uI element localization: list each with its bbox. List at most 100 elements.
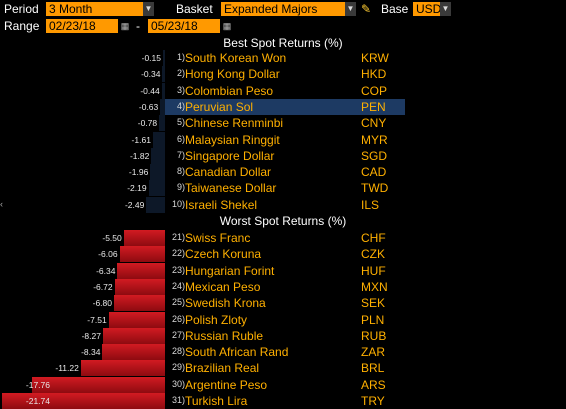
period-label: Period [4,2,39,16]
currency-name: Singapore Dollar [185,148,275,163]
return-value-label: -6.06 [98,249,118,260]
rank-label: 22) [171,248,185,259]
return-value-label: -17.76 [25,379,50,390]
currency-code: ZAR [361,345,385,360]
return-value-label: -0.34 [141,69,161,80]
basket-dropdown-icon[interactable]: ▼ [345,2,356,16]
currency-row-chf[interactable]: 21) Swiss Franc CHF [165,230,405,246]
return-bar-mxn [114,278,165,295]
rank-label: 31) [171,395,185,405]
rank-label: 3) [176,84,185,95]
currency-row-cop[interactable]: 3) Colombian Peso COP [165,83,405,99]
currency-code: SGD [361,148,388,163]
currency-row-twd[interactable]: 9) Taiwanese Dollar TWD [165,180,405,196]
range-end-input[interactable]: 05/23/18 [148,19,220,33]
best-returns-title: Best Spot Returns (%) [223,36,343,50]
rank-label: 9) [176,182,185,193]
edit-pencil-icon[interactable]: ✎ [361,2,372,16]
currency-name: Peruvian Sol [185,99,254,114]
return-bar-cny [159,115,165,132]
base-select[interactable]: USD [413,2,441,16]
currency-code: CAD [361,165,387,180]
range-start-input[interactable]: 02/23/18 [46,19,118,33]
currency-row-czk[interactable]: 22) Czech Koruna CZK [165,246,405,262]
range-end-calendar-icon[interactable]: ▦ [222,21,232,31]
return-bar-pln [108,311,165,328]
toolbar: Period 3 Month ▼ Basket Expanded Majors … [0,0,566,36]
rank-label: 26) [171,313,185,324]
base-dropdown-icon[interactable]: ▼ [440,2,451,16]
currency-name: Taiwanese Dollar [185,181,277,196]
currency-name: Malaysian Ringgit [185,132,280,147]
currency-row-rub[interactable]: 27) Russian Ruble RUB [165,328,405,344]
currency-row-pln[interactable]: 26) Polish Zloty PLN [165,312,405,328]
currency-row-brl[interactable]: 29) Brazilian Real BRL [165,360,405,376]
basket-label: Basket [176,2,213,16]
return-bar-rub [102,327,165,344]
currency-row-ils[interactable]: 10) Israeli Shekel ILS [165,197,405,213]
rank-label: 8) [176,166,185,177]
currency-row-sgd[interactable]: 7) Singapore Dollar SGD [165,148,405,164]
rank-label: 30) [171,378,185,389]
currency-name: Czech Koruna [185,247,262,262]
return-value-label: -7.51 [87,314,107,325]
currency-row-huf[interactable]: 23) Hungarian Forint HUF [165,263,405,279]
currency-row-hkd[interactable]: 2) Hong Kong Dollar HKD [165,66,405,82]
return-value-label: -0.44 [140,85,160,96]
rank-label: 1) [176,52,185,62]
currency-code: MXN [361,279,388,294]
return-bar-cop [161,82,165,99]
currency-row-pen[interactable]: 4) Peruvian Sol PEN [165,98,405,115]
currency-row-mxn[interactable]: 24) Mexican Peso MXN [165,279,405,295]
rank-label: 21) [171,232,185,242]
range-separator: - [136,19,140,33]
base-label: Base [381,2,409,16]
currency-code: ARS [361,377,386,392]
currency-code: SEK [361,296,386,311]
rank-label: 29) [171,362,185,373]
basket-select[interactable]: Expanded Majors [221,2,345,16]
currency-code: TWD [361,181,389,196]
currency-row-sek[interactable]: 25) Swedish Krona SEK [165,295,405,311]
rank-label: 10) [171,198,185,209]
return-bar-huf [117,262,165,279]
currency-row-myr[interactable]: 6) Malaysian Ringgit MYR [165,132,405,148]
currency-name: Turkish Lira [185,394,248,408]
return-value-label: -5.50 [102,233,122,243]
currency-code: KRW [361,51,389,65]
period-dropdown-icon[interactable]: ▼ [143,2,154,16]
currency-code: CNY [361,116,387,131]
return-value-label: -0.63 [138,101,159,112]
currency-name: Colombian Peso [185,83,274,98]
collapse-handle-icon[interactable]: ‹ [0,199,3,209]
return-bar-ars [31,376,165,393]
currency-row-zar[interactable]: 28) South African Rand ZAR [165,344,405,360]
return-value-label: -8.34 [81,347,101,358]
return-value-label: -6.34 [96,265,116,276]
currency-name: South Korean Won [185,51,287,65]
currency-name: South African Rand [185,345,289,360]
currency-code: PEN [361,99,386,114]
return-value-label: -21.74 [25,396,50,406]
period-select[interactable]: 3 Month [46,2,143,16]
rank-label: 24) [171,280,185,291]
rank-label: 6) [176,133,185,144]
currency-row-ars[interactable]: 30) Argentine Peso ARS [165,377,405,393]
currency-row-krw[interactable]: 1) South Korean Won KRW [165,50,405,66]
return-value-label: -1.82 [129,150,150,161]
currency-row-cad[interactable]: 8) Canadian Dollar CAD [165,164,405,180]
return-bar-pen [160,98,165,115]
currency-code: CZK [361,247,385,262]
return-bar-krw [163,50,165,66]
return-value-label: -2.19 [127,183,147,194]
range-start-calendar-icon[interactable]: ▦ [120,21,130,31]
currency-name: Swedish Krona [185,296,266,311]
return-bar-czk [119,246,165,263]
currency-name: Israeli Shekel [185,197,258,212]
rank-label: 5) [176,117,185,128]
currency-row-try[interactable]: 31) Turkish Lira TRY [165,393,405,409]
currency-row-cny[interactable]: 5) Chinese Renminbi CNY [165,115,405,131]
return-bar-myr [152,131,165,148]
return-bar-try [1,393,165,409]
currency-name: Chinese Renminbi [185,116,284,131]
